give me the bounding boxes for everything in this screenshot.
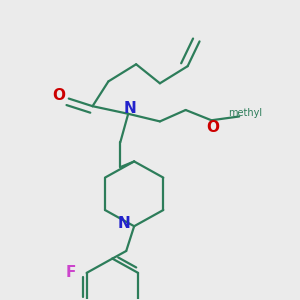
Text: methyl: methyl [228,108,262,118]
Text: F: F [66,266,76,280]
Text: O: O [52,88,65,103]
Text: N: N [124,100,136,116]
Text: N: N [118,216,130,231]
Text: O: O [206,120,219,135]
